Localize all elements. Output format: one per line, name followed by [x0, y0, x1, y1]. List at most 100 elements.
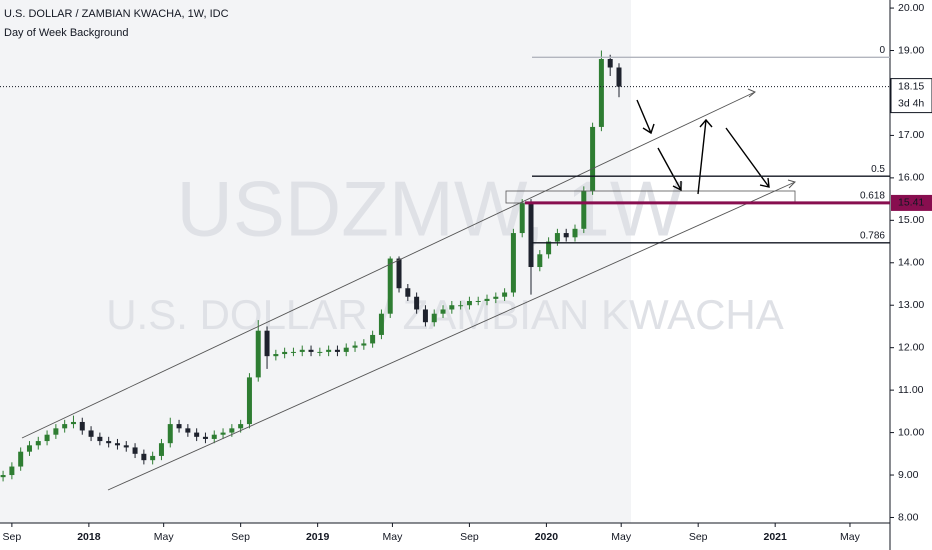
candle-body	[282, 351, 288, 355]
x-tick-label: May	[611, 531, 632, 543]
x-tick-label: 2019	[306, 531, 330, 543]
level-price-label: 15.41	[898, 197, 924, 209]
candle-body	[466, 300, 472, 306]
candle-body	[387, 258, 393, 314]
x-tick-label: Sep	[460, 531, 479, 543]
y-tick-label: 20.00	[898, 2, 924, 14]
candle-body	[114, 443, 120, 446]
candle-body	[246, 377, 252, 425]
candle-body	[326, 349, 332, 352]
y-tick-label: 17.00	[898, 129, 924, 141]
candle-body	[62, 424, 68, 429]
channel-lower	[107, 181, 796, 491]
candle-body	[141, 453, 147, 461]
candle-body	[88, 430, 94, 437]
candle-body	[167, 424, 173, 444]
candle-body	[370, 334, 376, 344]
candle-body	[123, 445, 129, 448]
candle-body	[475, 300, 481, 302]
channel-upper	[21, 91, 756, 439]
candle-body	[26, 445, 32, 452]
candle-body	[18, 451, 24, 467]
candle-body	[414, 296, 420, 310]
candle-body	[9, 466, 15, 476]
y-tick-label: 10.00	[898, 426, 924, 438]
candle-body	[334, 349, 340, 352]
candle-body	[238, 424, 244, 429]
candle-body	[53, 428, 59, 435]
candle-body	[150, 455, 156, 461]
candle-body	[361, 343, 367, 346]
indicator-name: Day of Week Background	[4, 27, 129, 39]
x-tick-label: 2020	[535, 531, 559, 543]
candle-body	[484, 298, 490, 301]
candle-body	[607, 59, 613, 68]
candle-body	[202, 436, 208, 439]
candle-body	[590, 126, 596, 191]
candle-body	[502, 292, 508, 297]
y-tick-label: 12.00	[898, 341, 924, 353]
candle-body	[70, 421, 76, 425]
x-tick-label: Sep	[3, 531, 22, 543]
y-tick-label: 13.00	[898, 299, 924, 311]
chart-title: U.S. DOLLAR / ZAMBIAN KWACHA, 1W, IDC	[4, 8, 229, 20]
projection-arrows	[636, 99, 770, 195]
y-tick-label: 9.00	[898, 469, 919, 481]
candle-body	[563, 233, 569, 238]
x-tick-label: 2018	[77, 531, 101, 543]
candle-body	[493, 296, 499, 299]
candle-body	[290, 351, 296, 353]
candle-body	[79, 421, 85, 431]
fib-label: 0.618	[860, 191, 885, 202]
level-price-box	[891, 194, 932, 211]
candle-body	[581, 190, 587, 229]
arrow-head	[787, 179, 796, 189]
candle-body	[554, 233, 560, 242]
candle-body	[546, 241, 552, 255]
candle-body	[572, 228, 578, 238]
day-background	[0, 0, 631, 523]
candle-body	[158, 443, 164, 456]
candle-body	[211, 434, 217, 439]
candle-body	[44, 434, 50, 442]
candle-body	[97, 436, 103, 442]
candle-body	[264, 330, 270, 357]
candle-body	[220, 432, 226, 435]
fib-label: 0.786	[860, 230, 885, 241]
x-tick-label: May	[383, 531, 404, 543]
fib-label: 0	[879, 45, 885, 56]
candle-body	[176, 424, 182, 429]
candle-body	[598, 59, 604, 127]
last-price-box	[890, 78, 932, 114]
candle-body	[229, 428, 235, 433]
candle-body	[299, 349, 305, 352]
candle-body	[449, 305, 455, 310]
candle-body	[308, 349, 314, 352]
countdown-label: 3d 4h	[898, 97, 924, 109]
y-tick-label: 11.00	[898, 384, 924, 396]
candle-body	[528, 203, 534, 268]
candle-body	[255, 330, 261, 378]
candle-body	[185, 428, 191, 433]
fib-label: 0.5	[871, 164, 885, 175]
candle-body	[537, 254, 543, 268]
candle-body	[343, 347, 349, 352]
candle-body	[35, 441, 41, 446]
last-price-label: 18.15	[898, 80, 924, 92]
x-tick-label: May	[154, 531, 175, 543]
x-tick-label: Sep	[231, 531, 250, 543]
candle-body	[378, 313, 384, 335]
watermark-symbol: USDZMW, 1W	[177, 165, 684, 253]
candle-body	[106, 441, 112, 444]
candle-body	[431, 313, 437, 323]
y-tick-label: 15.00	[898, 214, 924, 226]
y-tick-label: 8.00	[898, 511, 919, 523]
candle-body	[273, 354, 279, 357]
y-tick-label: 16.00	[898, 172, 924, 184]
candle-body	[194, 432, 200, 437]
candle-body	[422, 309, 428, 323]
candle-body	[616, 67, 622, 87]
x-tick-label: 2021	[763, 531, 787, 543]
x-tick-label: May	[840, 531, 861, 543]
